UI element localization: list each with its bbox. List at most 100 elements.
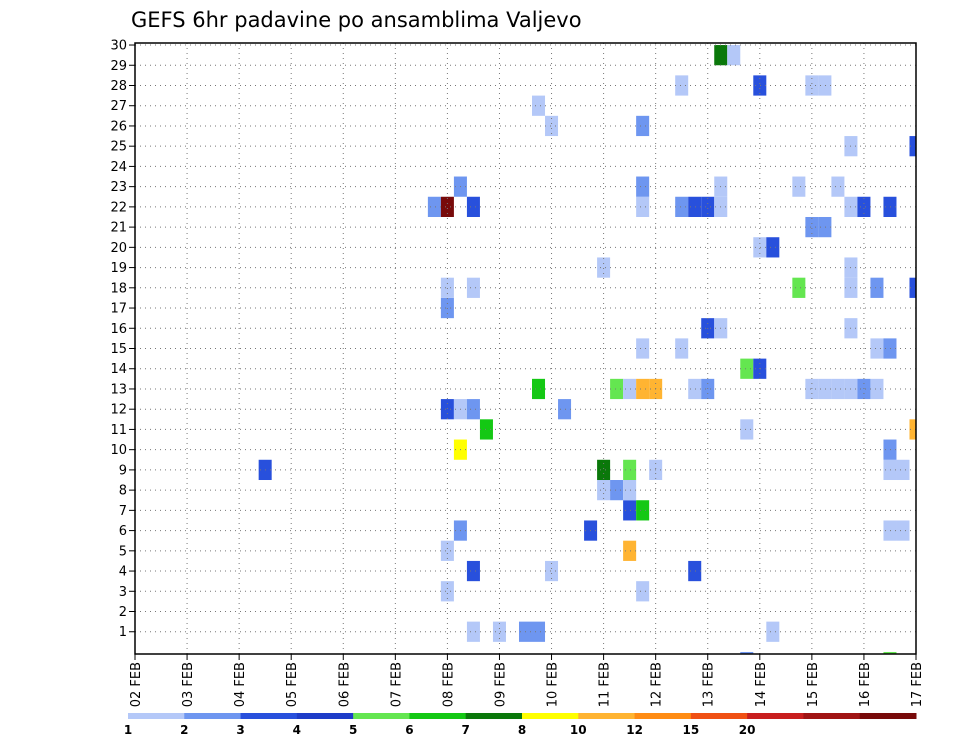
y-tick-label: 17 (110, 302, 127, 317)
heatmap-cell (831, 378, 845, 400)
heatmap-cell (805, 75, 819, 96)
heatmap-cell (440, 196, 454, 217)
y-tick-label: 19 (110, 261, 127, 276)
heatmap-cell (597, 459, 611, 481)
colorbar-label: 6 (405, 723, 413, 737)
x-axis: 02 FEB 03 FEB 04 FEB 05 FEB 06 FEB 07 FEB 08 F… (129, 654, 925, 707)
colorbar-segment (578, 713, 636, 719)
heatmap-cell (623, 500, 637, 521)
colorbar-label: 15 (683, 723, 700, 737)
y-tick-label: 15 (110, 342, 127, 357)
y-tick-label: 18 (110, 281, 127, 296)
heatmap-cell (818, 378, 832, 400)
y-tick-label: 27 (110, 99, 127, 114)
colorbar-label: 7 (462, 723, 470, 737)
heatmap-cell (675, 75, 689, 96)
heatmap-cell (818, 216, 832, 238)
y-tick-label: 7 (119, 504, 127, 519)
heatmap-cell (636, 581, 650, 602)
grid-layer (135, 43, 916, 654)
y-tick-label: 22 (110, 200, 127, 215)
colorbar-segment (240, 713, 298, 719)
heatmap-cell (440, 581, 454, 602)
y-tick-label: 29 (110, 59, 127, 74)
heatmap-cell (896, 459, 910, 481)
heatmap-cell (636, 176, 650, 197)
heatmap-cell (831, 176, 845, 197)
heatmap-cell (688, 560, 702, 582)
colorbar-segment (409, 713, 467, 719)
colorbar-label: 1 (124, 723, 132, 737)
heatmap-cell (558, 399, 572, 420)
y-tick-label: 20 (110, 241, 127, 256)
heatmap-cell (714, 45, 728, 66)
colorbar-segment (747, 713, 804, 719)
y-tick-label: 26 (110, 119, 127, 134)
x-tick-label: 15 FEB (806, 662, 821, 707)
heatmap-cell (532, 378, 546, 400)
heatmap-cell (623, 480, 637, 501)
x-tick-label: 06 FEB (337, 662, 352, 707)
x-tick-label: 17 FEB (910, 662, 925, 707)
heatmap-cell (636, 338, 650, 359)
x-tick-label: 10 FEB (546, 662, 561, 707)
y-tick-label: 14 (110, 362, 127, 377)
y-tick-label: 21 (110, 221, 127, 236)
x-tick-label: 09 FEB (493, 662, 508, 707)
heatmap-cell (740, 358, 754, 379)
x-tick-label: 05 FEB (285, 662, 300, 707)
heatmap-cell (466, 621, 480, 642)
heatmap-cell (479, 419, 493, 440)
heatmap-cell (466, 277, 480, 298)
heatmap-cell (636, 196, 650, 217)
colorbar-label: 10 (570, 723, 587, 737)
x-tick-label: 14 FEB (754, 662, 769, 707)
heatmap-cell (688, 196, 702, 217)
colorbar-label: 2 (180, 723, 188, 737)
heatmap-cell (792, 277, 806, 298)
heatmap-cell (883, 651, 897, 654)
x-tick-label: 16 FEB (858, 662, 873, 707)
heatmap-cell (636, 115, 650, 137)
heatmap-cell (883, 338, 897, 359)
heatmap-cell (896, 520, 910, 541)
x-tick-label: 07 FEB (389, 662, 404, 707)
y-tick-label: 1 (119, 625, 127, 640)
heatmap-cell (883, 196, 897, 217)
heatmap-cell (883, 459, 897, 481)
y-axis: 1234567891011121314151617181920212223242… (110, 39, 135, 640)
heatmap-cell (870, 338, 884, 359)
heatmap-cell (909, 277, 916, 298)
heatmap-cell (870, 378, 884, 400)
y-tick-label: 13 (110, 382, 127, 397)
x-tick-label: 03 FEB (181, 662, 196, 707)
heatmap-cell (545, 560, 559, 582)
colorbar-segment (353, 713, 410, 719)
heatmap-cell (675, 338, 689, 359)
heatmap-cell (870, 277, 884, 298)
heatmap-cell (597, 257, 611, 278)
heatmap-cell (701, 196, 715, 217)
heatmap-cell (805, 216, 819, 238)
y-tick-label: 9 (119, 463, 127, 478)
heatmap-cell (753, 75, 767, 96)
heatmap-cell (466, 196, 480, 217)
x-tick-label: 11 FEB (598, 662, 613, 707)
y-tick-label: 25 (110, 140, 127, 155)
heatmap-cell (766, 237, 780, 258)
y-tick-label: 16 (110, 322, 127, 337)
heatmap-cell (610, 480, 624, 501)
y-tick-label: 28 (110, 79, 127, 94)
heatmap-cell (636, 500, 650, 521)
heatmap-cell (909, 419, 916, 440)
heatmap-cell (740, 419, 754, 440)
colorbar: 1 2 3 4 5 6 7 8 10 12 15 20 (124, 713, 917, 737)
heatmap-cell (675, 196, 689, 217)
heatmap-cell (623, 459, 637, 481)
x-tick-label: 12 FEB (650, 662, 665, 707)
heatmap-cell (440, 399, 454, 420)
y-tick-label: 10 (110, 443, 127, 458)
heatmap-cell (727, 45, 741, 66)
heatmap-cell (466, 399, 480, 420)
